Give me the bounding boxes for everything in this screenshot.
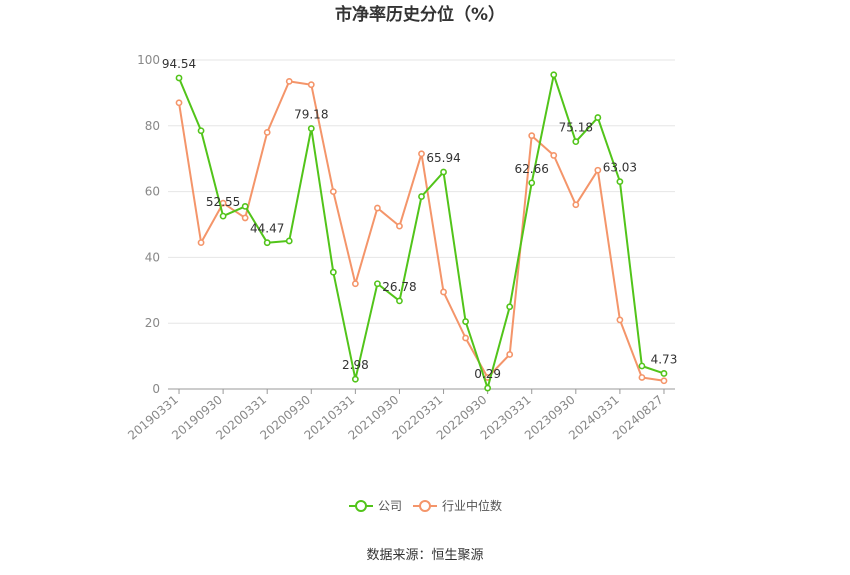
data-point [550, 71, 558, 79]
data-point [638, 362, 646, 370]
grid [168, 59, 675, 324]
data-point [660, 377, 668, 385]
data-point [285, 237, 293, 245]
chart-title: 市净率历史分位（%） [335, 4, 505, 25]
data-point [351, 375, 359, 383]
data-point [572, 138, 580, 146]
data-point [351, 280, 359, 288]
data-label: 0.29 [474, 367, 501, 381]
data-point [197, 127, 205, 135]
y-tick-label: 60 [145, 185, 160, 199]
data-point [572, 201, 580, 209]
data-point [285, 77, 293, 85]
y-tick-label: 40 [145, 250, 160, 264]
data-point [528, 132, 536, 140]
y-tick-label: 20 [145, 316, 160, 330]
data-point [175, 99, 183, 107]
data-point [241, 214, 249, 222]
data-point [263, 239, 271, 247]
data-label: 65.94 [426, 151, 460, 165]
data-point [638, 374, 646, 381]
data-point [462, 318, 469, 325]
data-label: 26.78 [382, 280, 416, 294]
data-point [396, 222, 403, 230]
data-point [263, 128, 271, 136]
data-point [506, 351, 514, 358]
data-point [241, 203, 249, 210]
data-label: 75.18 [559, 121, 593, 135]
data-point [616, 178, 624, 186]
y-tick-label: 0 [152, 382, 160, 396]
legend-item[interactable]: 行业中位数 [413, 498, 502, 513]
data-point [396, 297, 403, 305]
legend-label: 公司 [378, 499, 402, 513]
data-label: 4.73 [651, 352, 678, 366]
data-point [197, 239, 205, 246]
data-point [550, 152, 558, 159]
data-point [594, 166, 602, 174]
data-labels: 94.54 52.55 44.47 79.18 2.98 26.78 65.94 0.29 62… [162, 57, 677, 381]
data-point [374, 204, 381, 212]
data-point [329, 268, 337, 276]
data-label: 63.03 [603, 161, 637, 175]
data-point [219, 212, 227, 220]
data-label: 44.47 [250, 222, 284, 236]
data-point [307, 125, 315, 132]
data-point [462, 334, 469, 342]
data-label: 52.55 [206, 195, 240, 209]
data-point [616, 316, 624, 324]
legend-marker [355, 500, 367, 512]
legend-label: 行业中位数 [442, 498, 502, 513]
data-point [418, 150, 425, 158]
data-point [506, 303, 514, 311]
legend[interactable]: 公司 行业中位数 [349, 498, 502, 513]
data-point [329, 188, 337, 195]
legend-marker [419, 500, 431, 512]
data-point [374, 280, 381, 288]
data-point [175, 74, 183, 82]
data-point [528, 179, 536, 187]
data-point [484, 384, 492, 392]
data-label: 94.54 [162, 57, 196, 71]
data-point [594, 114, 602, 121]
series-layer [175, 71, 668, 392]
source-note: 数据来源：恒生聚源 [366, 548, 483, 563]
data-point [418, 193, 425, 200]
axis: 0204060801002019033120190930202003312020… [125, 53, 675, 443]
data-label: 62.66 [515, 162, 549, 176]
data-point [440, 168, 447, 176]
y-tick-label: 80 [145, 119, 160, 133]
data-point [440, 288, 447, 296]
data-label: 79.18 [294, 107, 328, 121]
data-point [660, 370, 668, 377]
legend-item[interactable]: 公司 [349, 499, 402, 513]
data-label: 2.98 [342, 358, 369, 372]
y-tick-label: 100 [137, 53, 160, 67]
data-point [307, 81, 315, 89]
